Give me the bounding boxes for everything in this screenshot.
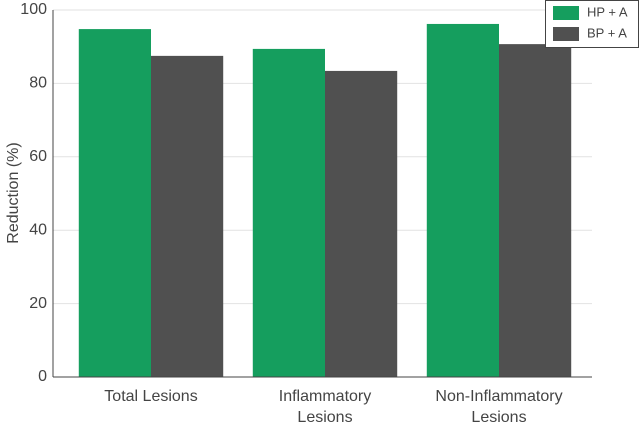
y-tick-label: 20: [29, 295, 47, 312]
bar: [499, 44, 572, 377]
y-tick-label: 0: [38, 368, 47, 385]
legend-swatch: [553, 6, 579, 20]
legend-label: HP + A: [587, 4, 628, 19]
bar: [252, 48, 325, 377]
bar: [151, 55, 224, 377]
y-tick-label: 60: [29, 148, 47, 165]
bar: [426, 23, 499, 378]
bar: [78, 29, 151, 378]
legend-swatch: [553, 27, 579, 41]
y-axis-label: Reduction (%): [5, 142, 22, 243]
legend-label: BP + A: [587, 25, 627, 40]
y-tick-label: 80: [29, 75, 47, 92]
x-tick-label: Non-Inflammatory Lesions: [435, 388, 562, 425]
x-tick-label: Inflammatory Lesions: [279, 388, 371, 425]
x-tick-label: Total Lesions: [104, 388, 197, 405]
y-tick-label: 40: [29, 221, 47, 238]
bar: [325, 70, 398, 377]
y-tick-label: 100: [20, 1, 47, 18]
legend: HP + A BP + A: [545, 0, 639, 48]
